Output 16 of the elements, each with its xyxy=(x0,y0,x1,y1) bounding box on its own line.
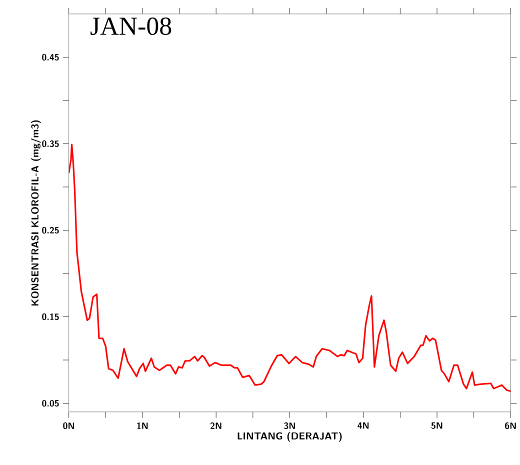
x-tick-label: 0N xyxy=(63,422,74,430)
y-tick-label: 0.35 xyxy=(42,140,59,148)
y-tick-label: 0.15 xyxy=(42,314,59,320)
y-tick-label: 0.45 xyxy=(42,54,59,61)
y-axis-title: KONSENTRASI KLOROFIL-A (mg/m3) xyxy=(30,120,41,306)
chart-title: JAN-08 xyxy=(90,18,172,36)
x-axis-title: LINTANG (DERAJAT) xyxy=(238,432,342,442)
x-tick-label: 3N xyxy=(284,422,295,430)
y-tick-label: 0.25 xyxy=(42,227,59,234)
x-tick-label: 1N xyxy=(137,422,148,429)
y-tick-label: 0.05 xyxy=(42,400,59,407)
x-tick-label: 2N xyxy=(210,422,222,429)
x-tick-label: 4N xyxy=(358,422,369,429)
line-series xyxy=(68,144,511,392)
x-tick-label: 6N xyxy=(505,422,516,430)
x-tick-label: 5N xyxy=(431,422,442,429)
